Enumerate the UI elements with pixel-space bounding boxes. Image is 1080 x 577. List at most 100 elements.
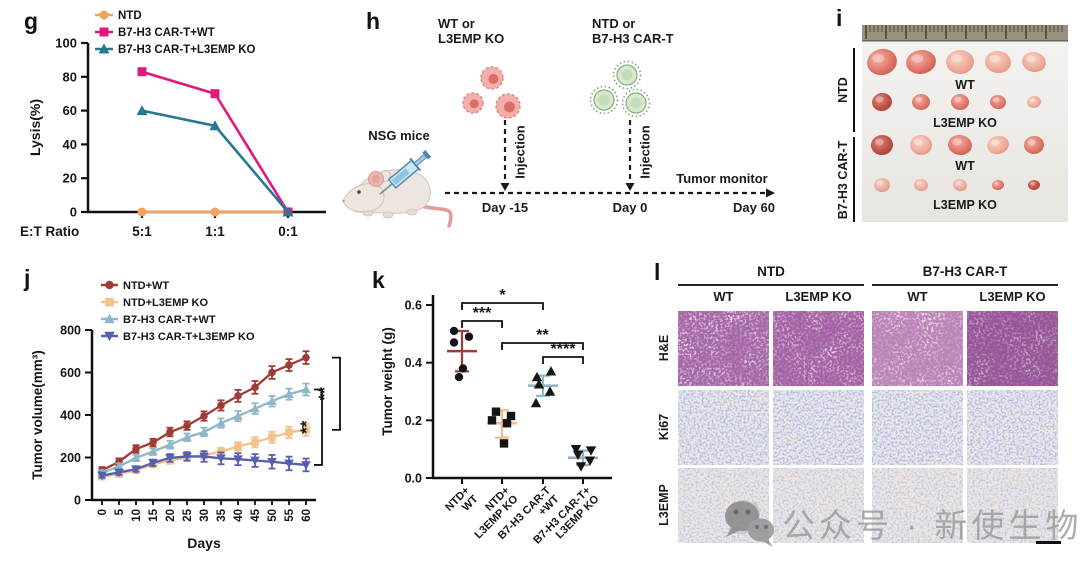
- cart-cell-icon: [589, 85, 619, 115]
- tumor-row-label-2: L3EMP KO: [933, 116, 997, 130]
- tumor-specimen: [1027, 95, 1041, 109]
- tumor-specimen: [953, 178, 967, 192]
- significance-bracket: [461, 320, 503, 328]
- significance-label: ****: [551, 341, 577, 358]
- group-label-ntd: NTD: [836, 77, 850, 103]
- data-point: [216, 454, 226, 464]
- histology-tile-l3emp-4: [967, 468, 1058, 543]
- significance-bracket: [332, 356, 341, 431]
- data-point: [131, 465, 141, 474]
- timeline-day-0: Day 0: [612, 200, 648, 215]
- x-axis-label: Days: [187, 535, 221, 551]
- legend-label: NTD+L3EMP KO: [123, 297, 209, 309]
- histology-row-label-he: H&E: [657, 334, 671, 362]
- data-point: [148, 459, 158, 468]
- data-point: [533, 379, 545, 389]
- data-point: [199, 427, 209, 436]
- y-axis-label: Tumor weight (g): [380, 327, 395, 435]
- tumor-specimen: [1024, 135, 1044, 155]
- histology-tile-l3emp-3: [872, 468, 963, 543]
- legend-label: B7-H3 CAR-T+WT: [123, 314, 216, 326]
- x-axis-label: E:T Ratio: [20, 224, 79, 239]
- tumor-cells-label: WT or L3EMP KO: [438, 16, 505, 46]
- data-point: [302, 353, 310, 362]
- ruler: [862, 25, 1068, 41]
- histology-tile-hne-1: [678, 311, 769, 386]
- data-point: [250, 403, 260, 413]
- data-point: [182, 452, 192, 462]
- histology-group-header-cart: B7-H3 CAR-T: [922, 264, 1008, 279]
- panel-letter-j: j: [24, 265, 31, 291]
- data-point: [499, 439, 509, 448]
- tumor-specimen: [1028, 179, 1040, 191]
- x-tick-label: 40: [233, 509, 245, 522]
- timeline-day-60: Day 60: [733, 200, 775, 215]
- tumor-specimen: [906, 49, 936, 75]
- watermark-text: 公众号 · 新使生物: [782, 507, 1080, 544]
- data-point: [282, 206, 294, 217]
- panel-letter-l: l: [654, 259, 661, 285]
- cart-header-underline: [872, 284, 1058, 286]
- data-point: [199, 452, 209, 462]
- group-label-cart: B7-H3 CAR-T: [836, 140, 850, 220]
- histology-tile-hne-2: [773, 311, 864, 386]
- significance-label: *: [499, 287, 506, 304]
- y-tick-label: 0.2: [405, 414, 422, 428]
- data-point: [210, 89, 220, 99]
- data-point: [570, 444, 582, 455]
- data-point: [200, 412, 208, 420]
- panel-letter-g: g: [24, 8, 39, 34]
- x-tick-label: 20: [165, 509, 177, 522]
- panel-letter-i: i: [836, 5, 843, 31]
- data-point: [137, 67, 147, 77]
- data-point: [233, 455, 243, 464]
- y-tick-label: 0.0: [405, 472, 422, 486]
- y-tick-label: 400: [60, 409, 81, 423]
- data-point: [114, 461, 124, 471]
- data-point: [136, 105, 148, 116]
- y-tick-label: 0: [70, 205, 77, 220]
- timeline-day-minus15: Day -15: [481, 200, 529, 215]
- data-point: [148, 446, 158, 456]
- x-tick-label: 25: [182, 508, 194, 521]
- data-point: [97, 471, 107, 481]
- data-point: [585, 446, 597, 456]
- data-point: [99, 27, 109, 37]
- tumor-specimen: [987, 135, 1009, 155]
- data-point: [454, 372, 464, 382]
- histology-row-label-ki67: Ki67: [657, 413, 671, 441]
- tumor-specimen: [914, 178, 928, 192]
- data-point: [302, 426, 310, 434]
- histology-col-header-1: WT: [713, 289, 734, 304]
- data-point: [165, 454, 175, 463]
- data-point: [284, 389, 294, 398]
- injection-label-2: Injection: [637, 125, 653, 179]
- significance-label: **: [536, 327, 549, 344]
- tumor-specimen: [910, 134, 932, 156]
- x-tick-label: 15: [148, 508, 160, 521]
- data-point: [250, 456, 260, 466]
- y-tick-label: 800: [60, 324, 81, 338]
- histology-tile-ki67-4: [967, 390, 1058, 465]
- data-point: [301, 384, 311, 394]
- tumor-specimen: [874, 178, 890, 192]
- y-tick-label: 0.4: [405, 356, 422, 370]
- data-point: [104, 313, 115, 324]
- data-point: [216, 418, 226, 427]
- watermark: 公众号 · 新使生物: [718, 494, 1080, 552]
- data-point: [449, 338, 459, 347]
- histology-tile-hne-4: [967, 311, 1058, 386]
- legend-label: B7-H3 CAR-T+L3EMP KO: [123, 331, 255, 343]
- histology-col-header-2: L3EMP KO: [785, 289, 852, 304]
- data-point: [132, 445, 140, 453]
- y-tick-label: 200: [60, 451, 81, 465]
- data-point: [449, 326, 459, 336]
- histology-tile-hne-3: [872, 311, 963, 386]
- significance-bracket: [501, 342, 584, 350]
- significance-bracket: [542, 356, 584, 364]
- data-point: [233, 411, 243, 420]
- data-point: [545, 366, 557, 376]
